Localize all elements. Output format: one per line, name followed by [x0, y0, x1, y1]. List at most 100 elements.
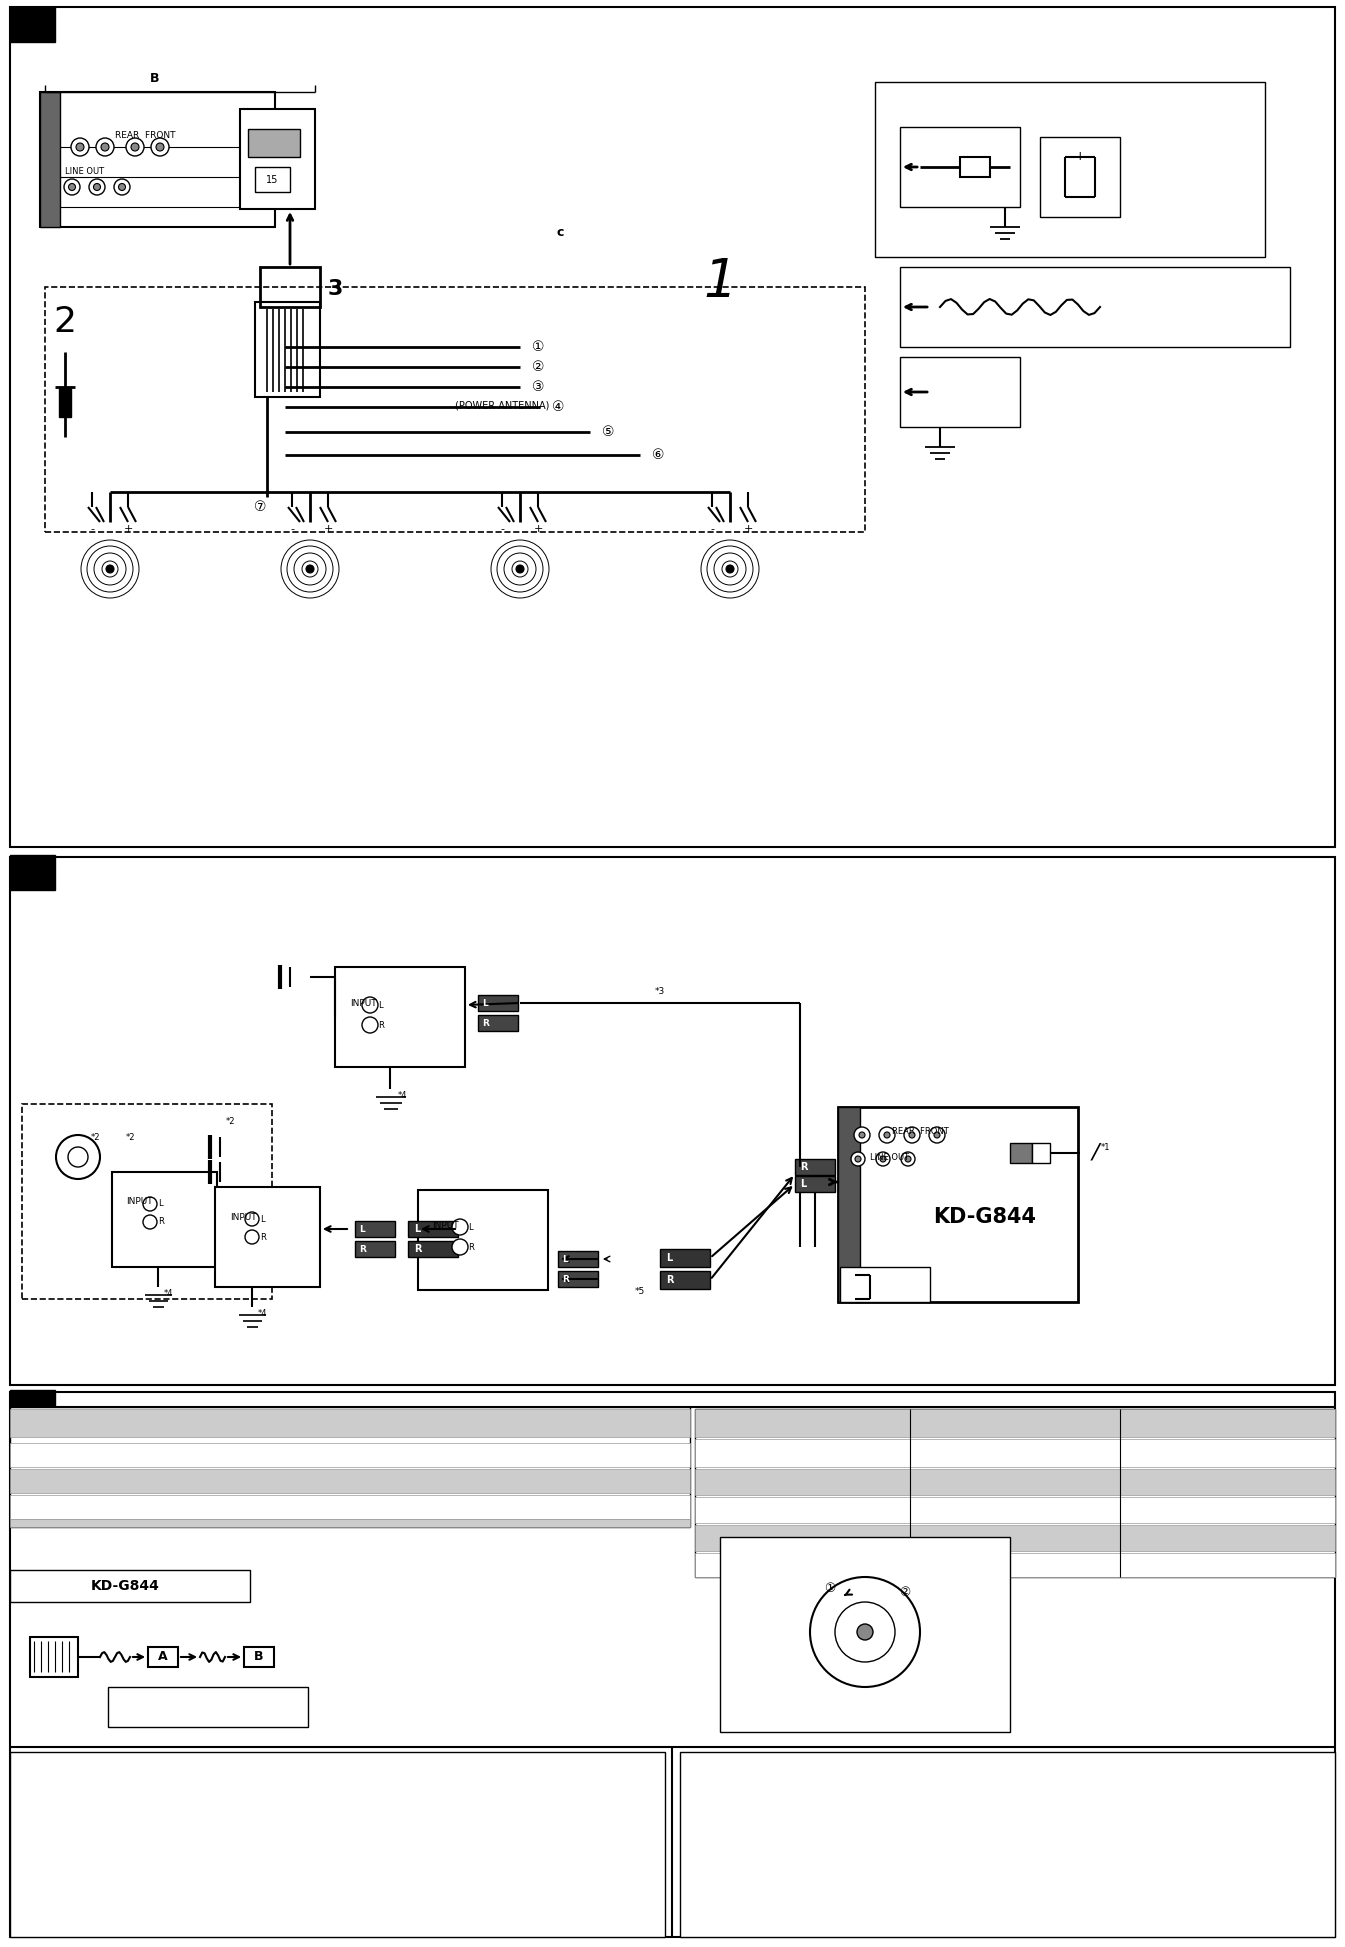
Bar: [40, 92, 274, 228]
Text: R: R: [414, 1244, 421, 1254]
Text: A: A: [159, 1651, 168, 1663]
Text: -: -: [291, 524, 295, 533]
Text: -: -: [500, 524, 504, 533]
Bar: [22, 1104, 272, 1299]
Bar: [695, 1468, 911, 1495]
Bar: [355, 1240, 395, 1258]
Text: KD-G844: KD-G844: [933, 1207, 1037, 1227]
Text: -: -: [710, 524, 714, 533]
Polygon shape: [221, 1162, 239, 1182]
Text: R: R: [260, 1232, 266, 1242]
Bar: [1120, 1439, 1336, 1466]
Bar: [695, 1554, 911, 1577]
Bar: [256, 167, 291, 193]
Circle shape: [362, 1016, 378, 1034]
Text: c: c: [557, 226, 564, 238]
Ellipse shape: [277, 541, 343, 596]
Circle shape: [929, 1127, 946, 1143]
Bar: [59, 387, 71, 417]
Text: ①: ①: [531, 341, 545, 354]
Bar: [681, 1752, 1336, 1937]
Text: *4: *4: [257, 1308, 266, 1318]
Circle shape: [143, 1215, 157, 1229]
Text: L: L: [666, 1254, 672, 1264]
Bar: [795, 1158, 835, 1174]
Circle shape: [452, 1238, 468, 1256]
Text: 1: 1: [703, 255, 737, 308]
Text: L: L: [359, 1225, 364, 1234]
Circle shape: [810, 1577, 920, 1686]
Bar: [260, 267, 320, 308]
Bar: [900, 356, 1020, 426]
Circle shape: [69, 1147, 87, 1166]
Circle shape: [516, 565, 525, 572]
Text: ④: ④: [551, 399, 565, 415]
Circle shape: [452, 1219, 468, 1234]
Bar: [558, 1252, 599, 1267]
Bar: [1040, 136, 1120, 216]
Bar: [1010, 1143, 1032, 1162]
Text: KD-G844: KD-G844: [90, 1579, 160, 1593]
Text: L: L: [414, 1225, 420, 1234]
Bar: [108, 1686, 308, 1727]
Text: -: -: [90, 524, 94, 533]
Text: INPUT: INPUT: [432, 1221, 459, 1229]
Text: 15: 15: [266, 175, 278, 185]
Bar: [558, 1271, 599, 1287]
Bar: [660, 1271, 710, 1289]
Text: B: B: [254, 1651, 264, 1663]
Bar: [477, 1014, 518, 1032]
Text: ①: ①: [824, 1583, 835, 1595]
Text: ②: ②: [531, 360, 545, 374]
Text: R: R: [562, 1275, 569, 1283]
Bar: [660, 1248, 710, 1267]
Text: *3: *3: [655, 987, 666, 995]
Circle shape: [905, 1157, 911, 1162]
Bar: [247, 129, 300, 158]
Text: R: R: [468, 1242, 473, 1252]
Bar: [795, 1176, 835, 1192]
Bar: [9, 1410, 690, 1437]
Circle shape: [95, 138, 114, 156]
Circle shape: [130, 142, 139, 152]
Bar: [418, 1190, 547, 1291]
Bar: [1120, 1554, 1336, 1577]
Circle shape: [909, 1131, 915, 1137]
Text: 3: 3: [327, 278, 343, 300]
Text: 2: 2: [54, 306, 77, 339]
Bar: [1120, 1525, 1336, 1552]
Bar: [911, 1497, 1120, 1523]
Bar: [695, 1525, 911, 1552]
Bar: [9, 1392, 1336, 1937]
Circle shape: [151, 138, 169, 156]
Bar: [841, 1267, 929, 1303]
Text: *1: *1: [1100, 1143, 1110, 1151]
Bar: [9, 1569, 250, 1602]
Circle shape: [69, 183, 75, 191]
Circle shape: [855, 1157, 861, 1162]
Circle shape: [362, 997, 378, 1012]
Ellipse shape: [78, 541, 143, 596]
Bar: [215, 1188, 320, 1287]
Text: R: R: [666, 1275, 674, 1285]
Bar: [911, 1439, 1120, 1466]
Text: B: B: [151, 72, 160, 86]
Bar: [243, 1647, 274, 1667]
Bar: [40, 92, 61, 228]
Text: REAR  FRONT: REAR FRONT: [892, 1127, 948, 1137]
Bar: [408, 1221, 459, 1236]
Bar: [44, 286, 865, 532]
Text: L: L: [468, 1223, 472, 1232]
Text: R: R: [157, 1217, 164, 1227]
Bar: [477, 995, 518, 1010]
Text: ③: ③: [531, 380, 545, 393]
Circle shape: [307, 565, 313, 572]
Text: L: L: [378, 1001, 382, 1009]
Bar: [1120, 1497, 1336, 1523]
Circle shape: [245, 1211, 260, 1227]
Circle shape: [89, 179, 105, 195]
Circle shape: [854, 1127, 870, 1143]
Text: INPUT: INPUT: [230, 1213, 257, 1221]
Text: ⑥: ⑥: [652, 448, 664, 461]
Circle shape: [933, 1131, 940, 1137]
